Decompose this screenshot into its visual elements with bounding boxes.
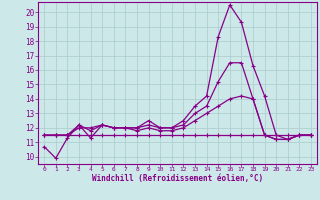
X-axis label: Windchill (Refroidissement éolien,°C): Windchill (Refroidissement éolien,°C) [92, 174, 263, 183]
